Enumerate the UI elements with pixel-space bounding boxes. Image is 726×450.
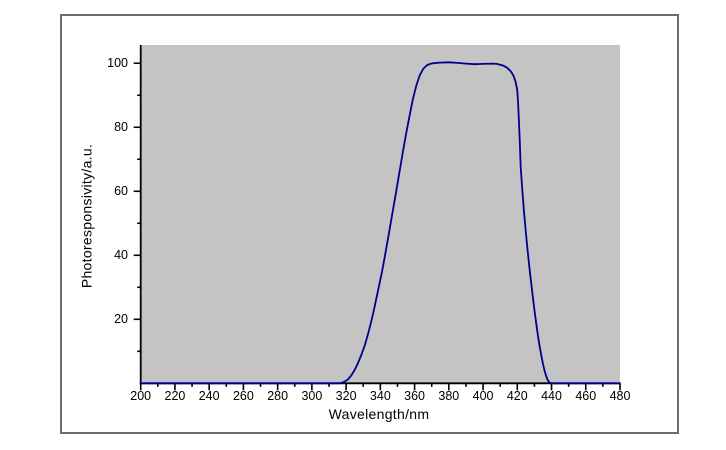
x-axis-title: Wavelength/nm — [328, 406, 430, 422]
y-axis-title: Photoresponsivity/a.u. — [78, 143, 95, 289]
plot-area-background — [140, 45, 620, 384]
response-curve — [139, 61, 621, 385]
figure-frame — [60, 14, 679, 434]
